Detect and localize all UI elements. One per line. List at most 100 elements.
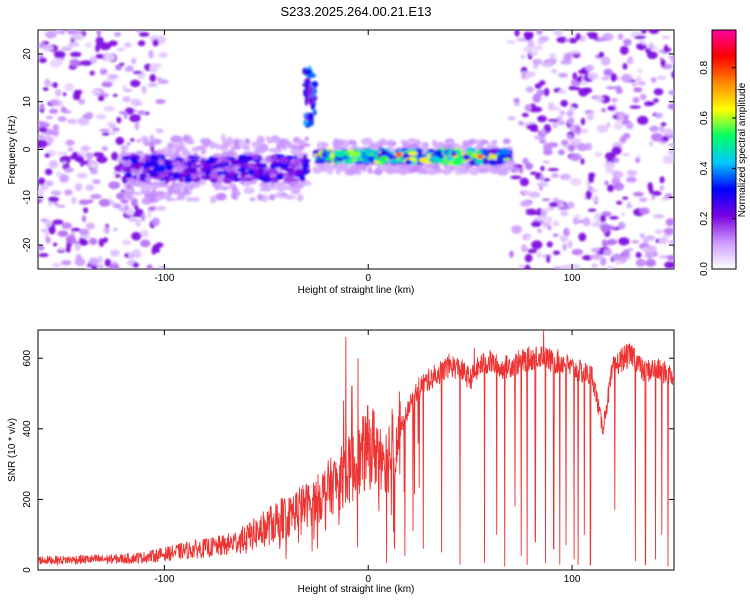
heatmap-cell [67,147,74,152]
heatmap-cell [535,215,547,221]
heatmap-cell [531,240,543,250]
spectrogram-y-label: Frequency (Hz) [7,116,18,185]
heatmap-cell [53,201,58,206]
heatmap-cell [147,206,156,212]
heatmap-cell [626,169,638,177]
heatmap-cell [524,73,533,79]
heatmap-cell [183,177,193,183]
heatmap-cell [182,185,190,193]
heatmap-cell [560,59,572,65]
heatmap-cell [38,139,48,149]
heatmap-cell [55,30,63,35]
heatmap-cell [188,166,198,174]
heatmap-cell [552,233,559,238]
heatmap-cell [633,87,643,93]
colorbar-tick-label: 0.8 [699,60,710,74]
heatmap-cell [177,146,184,152]
heatmap-cell [639,43,644,50]
heatmap-cell [612,170,624,179]
heatmap-cell [613,182,625,191]
heatmap-cell [60,106,67,113]
heatmap-cell [457,152,462,158]
heatmap-cell [654,112,663,119]
heatmap-cell [606,266,614,269]
heatmap-cell [543,143,553,152]
heatmap-cell [368,155,375,162]
heatmap-cell [405,139,417,145]
heatmap-cell [50,190,62,196]
heatmap-cell [119,62,125,66]
heatmap-cell [112,203,122,209]
heatmap-cell [46,115,54,120]
heatmap-cell [531,221,542,228]
heatmap-cell [532,44,543,51]
heatmap-cell [110,249,120,257]
colorbar-gradient [711,29,737,270]
heatmap-cell [635,158,641,163]
heatmap-cell [57,116,67,122]
heatmap-cell [170,135,183,143]
heatmap-cell [140,239,151,248]
heatmap-cell [519,167,524,174]
heatmap-cell [123,166,134,173]
heatmap-cell [307,112,314,121]
heatmap-cell [125,208,135,216]
heatmap-cell [637,115,649,125]
heatmap-cell [651,132,663,142]
heatmap-cell [233,176,240,182]
heatmap-cell [521,71,533,75]
heatmap-cell [163,159,172,165]
heatmap-cell [566,110,574,117]
heatmap-cell [130,138,135,142]
heatmap-cell [390,166,403,171]
heatmap-cell [90,167,98,175]
heatmap-cell [590,253,602,260]
heatmap-cell [98,95,105,102]
heatmap-cell [176,165,184,173]
heatmap-cell [253,149,265,153]
heatmap-cell [296,139,305,146]
heatmap-cell [155,128,164,134]
heatmap-cell [548,202,559,208]
heatmap-cell [200,158,206,165]
heatmap-cell [413,165,423,170]
heatmap-cell [244,177,253,182]
heatmap-cell [122,160,132,167]
heatmap-cell [623,38,632,46]
heatmap-cell [80,60,93,66]
heatmap-cell [454,167,466,171]
heatmap-cell [532,93,541,103]
heatmap-cell [38,134,46,139]
heatmap-cell [114,32,122,37]
heatmap-cell [71,151,79,160]
heatmap-cell [440,168,453,175]
heatmap-cell [130,79,141,88]
heatmap-cell [131,57,137,65]
heatmap-cell [428,156,440,161]
heatmap-cell [500,148,511,156]
heatmap-cell [116,116,122,124]
heatmap-cell [582,255,593,261]
heatmap-cell [660,59,666,67]
heatmap-cell [349,166,360,174]
heatmap-cell [594,151,603,158]
heatmap-cell [40,228,48,232]
heatmap-cell [665,193,673,198]
heatmap-cell [313,167,323,171]
heatmap-cell [108,181,121,190]
heatmap-cell [622,63,628,70]
heatmap-cell [436,158,444,164]
heatmap-cell [122,84,127,90]
heatmap-cell [525,162,533,170]
heatmap-cell [649,125,659,132]
heatmap-cell [273,139,280,144]
heatmap-cell [505,161,517,165]
heatmap-cell [622,196,629,200]
colorbar-label: Normalized spectral amplitude [737,82,748,217]
heatmap-cell [64,82,74,92]
heatmap-cell [605,168,614,173]
heatmap-cell [99,42,112,51]
heatmap-cell [519,177,530,187]
heatmap-cell [108,264,120,269]
heatmap-cell [226,136,234,145]
